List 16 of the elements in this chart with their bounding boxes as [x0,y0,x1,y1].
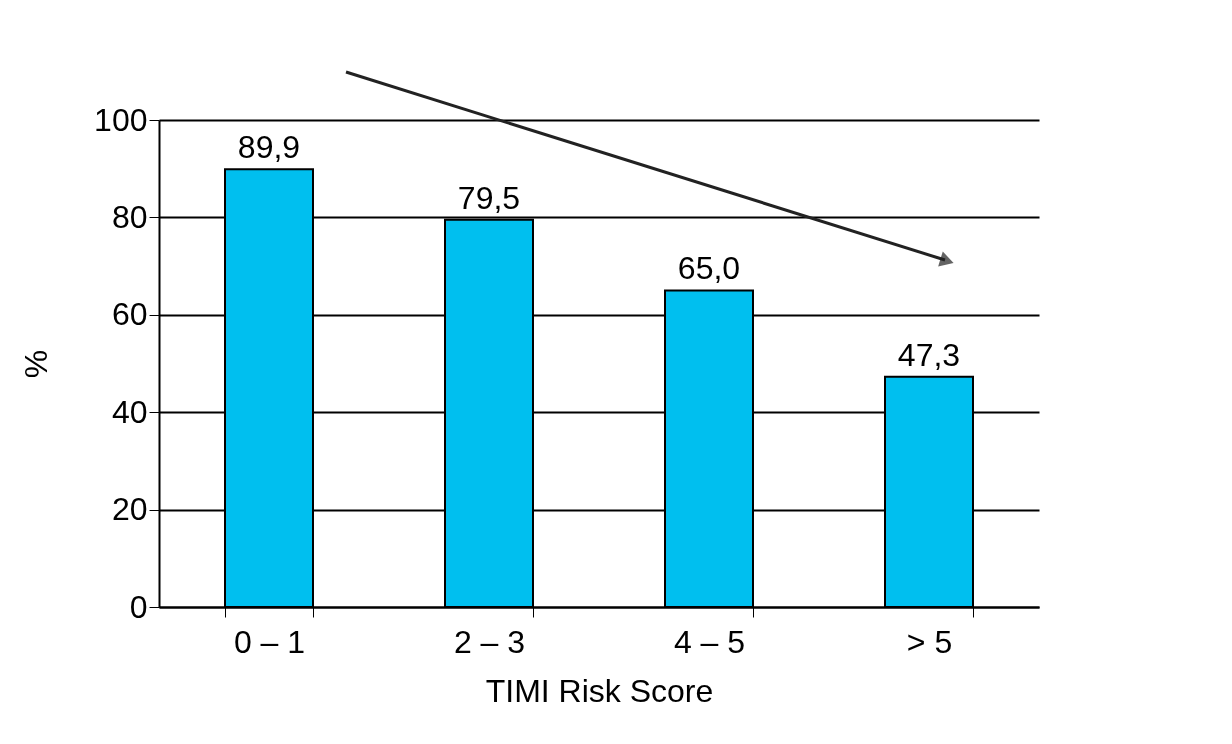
y-tick-label: 100 [94,101,148,138]
y-tick-label: 20 [111,491,148,528]
y-tick-label: 0 [129,588,148,625]
y-axis-title: % [18,349,55,379]
data-label: 65,0 [677,250,741,287]
data-label: 79,5 [457,179,521,216]
x-axis-title: TIMI Risk Score [485,672,714,709]
y-tick-label: 60 [111,296,148,333]
y-tick-label: 80 [111,198,148,235]
y-tick-label: 40 [111,393,148,430]
data-label: 47,3 [897,336,961,373]
x-tick-label: 0 – 1 [233,623,306,660]
x-tick-label: > 5 [906,623,953,660]
x-tick-label: 4 – 5 [673,623,746,660]
x-tick-label: 2 – 3 [453,623,526,660]
data-label: 89,9 [237,129,301,166]
